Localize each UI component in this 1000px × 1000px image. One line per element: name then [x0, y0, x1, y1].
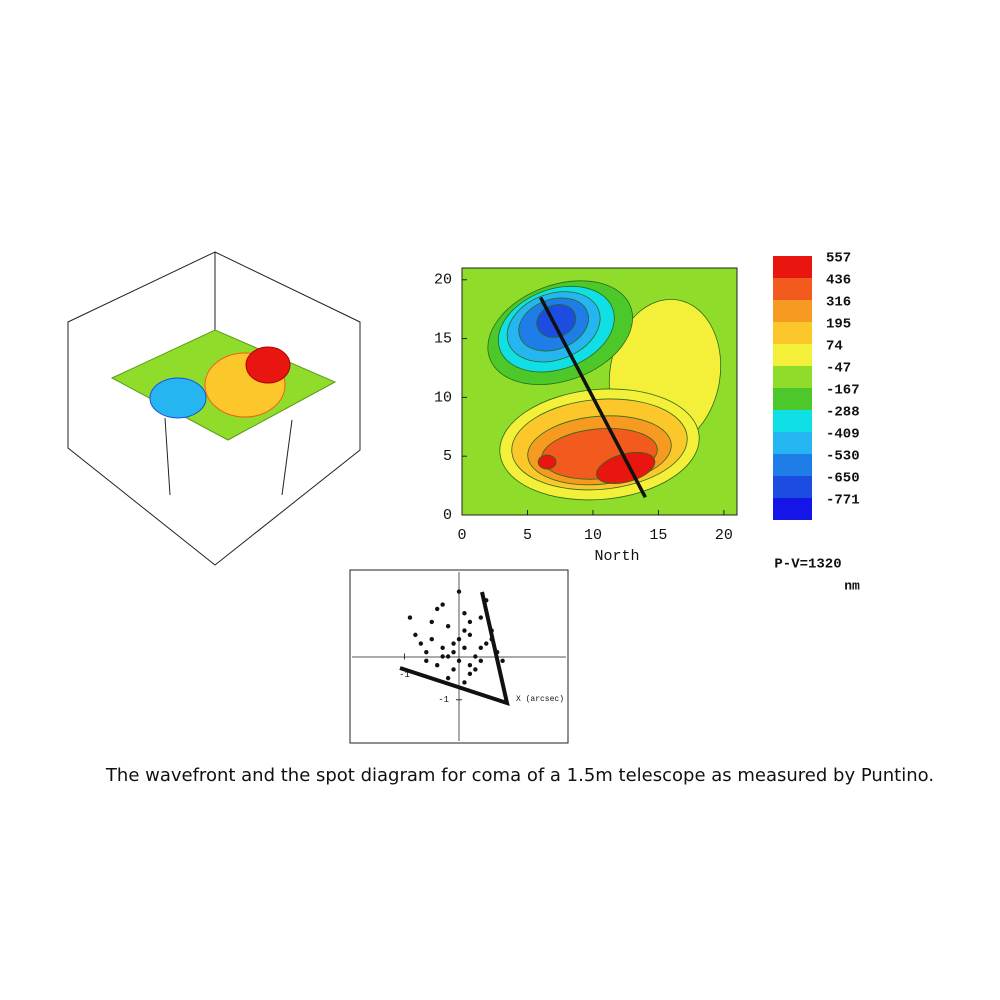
spot-point	[445, 624, 451, 629]
colorbar-label: -167	[826, 383, 860, 399]
colorbar-cell	[773, 432, 812, 454]
spot-point	[429, 619, 434, 625]
spot-point	[484, 641, 489, 646]
colorbar-label: -288	[826, 405, 860, 421]
colorbar-label: 316	[826, 295, 851, 311]
spot-point	[435, 662, 440, 668]
spot-point	[462, 611, 467, 616]
x-axis-label: X (arcsec)	[516, 695, 564, 704]
pv-label: P-V=1320	[774, 557, 841, 573]
colorbar-label: 74	[826, 339, 843, 355]
caption: The wavefront and the spot diagram for c…	[105, 765, 934, 786]
spot-point	[424, 658, 429, 664]
x-tick-label: 0	[457, 527, 466, 544]
spot-point	[456, 637, 462, 642]
spot-point	[445, 675, 451, 681]
spot-point	[462, 628, 467, 633]
colorbar-label: -530	[826, 449, 860, 465]
spot-point	[478, 615, 483, 620]
colorbar-label: 557	[826, 251, 851, 267]
y-tick-label: -1	[438, 695, 449, 705]
spot-point	[467, 632, 473, 638]
colorbar-cell	[773, 388, 812, 410]
spot-point	[473, 667, 478, 672]
colorbar-cell	[773, 454, 812, 476]
y-tick-label: 15	[434, 331, 452, 348]
spot-point	[478, 658, 483, 664]
spot-point	[424, 649, 429, 655]
x-tick-label: 5	[523, 527, 532, 544]
spot-point	[451, 641, 456, 646]
spot-point	[440, 602, 445, 607]
surface-plot	[67, 251, 361, 566]
spot-point	[489, 637, 494, 642]
spot-point	[407, 615, 413, 620]
x-tick-label: 20	[715, 527, 733, 544]
pv-unit: nm	[844, 578, 860, 593]
colorbar-label: 195	[826, 317, 851, 333]
spot-point	[445, 654, 451, 659]
spot-point	[429, 637, 434, 642]
spot-point	[478, 645, 483, 651]
spot-point	[489, 628, 494, 633]
x-tick-label: 10	[584, 527, 602, 544]
colorbar-cell	[773, 498, 812, 520]
spot-point	[413, 632, 418, 638]
surface-peak-top	[245, 346, 291, 384]
spot-point	[451, 667, 456, 672]
x-axis-label: North	[594, 548, 639, 565]
spot-triangle	[399, 591, 510, 706]
contour-band	[537, 454, 557, 470]
surface-box	[67, 251, 361, 566]
colorbar-cell	[773, 344, 812, 366]
spot-point	[462, 645, 467, 651]
spot-point	[435, 606, 440, 612]
y-tick-label: 10	[434, 389, 452, 406]
colorbar-label: -47	[826, 361, 851, 377]
colorbar-cell	[773, 278, 812, 300]
spot-point	[500, 658, 505, 664]
spot-point	[440, 645, 445, 651]
colorbar-cell	[773, 410, 812, 432]
spot-point	[451, 649, 456, 655]
spot-point	[462, 680, 467, 685]
spot-point	[484, 598, 489, 603]
surface-trough	[149, 377, 207, 419]
spot-point	[456, 658, 462, 664]
colorbar-cell	[773, 256, 812, 278]
spot-frame	[349, 569, 569, 744]
trace-line	[539, 296, 647, 499]
spot-point	[494, 649, 500, 655]
colorbar-cell	[773, 476, 812, 498]
spot-point	[467, 662, 473, 668]
y-tick-label: 5	[443, 448, 452, 465]
colorbar-label: -771	[826, 493, 860, 509]
surface-drop	[281, 419, 293, 496]
y-tick-label: 0	[443, 507, 452, 524]
surface-drop	[164, 417, 171, 496]
colorbar-label: 436	[826, 273, 851, 289]
spot-point	[467, 671, 473, 676]
spot-point	[456, 589, 462, 594]
spot-point	[467, 619, 473, 625]
x-tick-label: -1	[399, 670, 410, 680]
colorbar-cell	[773, 322, 812, 344]
colorbar-cell	[773, 300, 812, 322]
colorbar-label: -409	[826, 427, 860, 443]
colorbar-label: -650	[826, 471, 860, 487]
spot-point	[418, 641, 424, 646]
x-tick-label: 15	[649, 527, 667, 544]
spot-point	[473, 654, 478, 659]
colorbar-cell	[773, 366, 812, 388]
spot-point	[440, 654, 445, 659]
y-tick-label: 20	[434, 272, 452, 289]
